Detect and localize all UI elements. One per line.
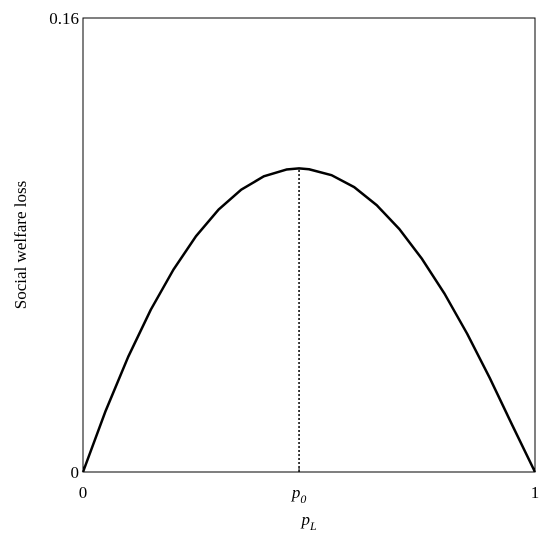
line-series	[81, 167, 537, 473]
x-tick-label: p0	[291, 483, 307, 506]
plot-frame	[82, 17, 536, 473]
y-tick-label: 0.16	[49, 9, 79, 28]
x-tick-label: 0	[79, 483, 88, 502]
x-tick-label: 1	[531, 483, 540, 502]
x-axis-label: pL	[300, 510, 317, 533]
y-tick-label: 0	[71, 463, 80, 482]
y-axis-label: Social welfare loss	[11, 181, 30, 309]
